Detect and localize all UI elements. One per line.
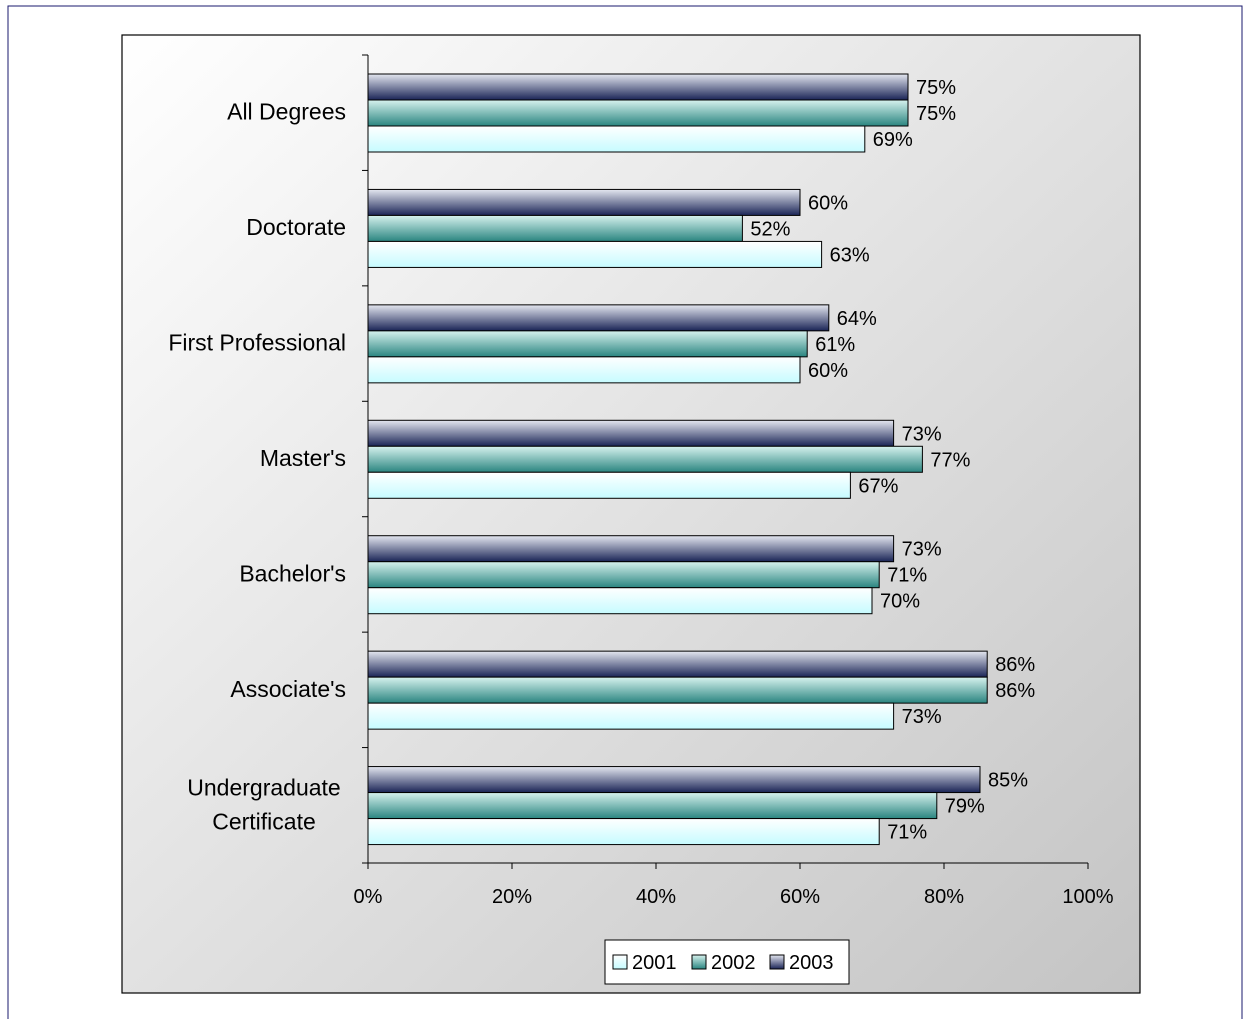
legend-swatch-2002 bbox=[691, 954, 707, 970]
data-label: 86% bbox=[995, 680, 1035, 702]
data-label: 69% bbox=[873, 129, 913, 151]
data-label: 86% bbox=[995, 654, 1035, 676]
data-label: 85% bbox=[988, 770, 1028, 792]
legend-box bbox=[604, 939, 850, 985]
data-label: 77% bbox=[930, 449, 970, 471]
bar-2001 bbox=[367, 471, 851, 499]
x-tick-label: 40% bbox=[636, 886, 676, 908]
category-label: Bachelor's bbox=[239, 560, 346, 586]
bar-2002 bbox=[367, 99, 909, 127]
x-tick-label: 60% bbox=[780, 886, 820, 908]
category-label: Master's bbox=[260, 445, 346, 471]
data-label: 60% bbox=[808, 360, 848, 382]
bar-2002 bbox=[367, 330, 808, 358]
data-label: 73% bbox=[902, 423, 942, 445]
bar-2001 bbox=[367, 702, 895, 730]
data-label: 64% bbox=[837, 308, 877, 330]
data-label: 52% bbox=[750, 218, 790, 240]
category-label: First Professional bbox=[168, 330, 346, 356]
category-label: Certificate bbox=[212, 808, 316, 834]
x-tick-label: 80% bbox=[924, 886, 964, 908]
x-tick-label: 0% bbox=[354, 886, 383, 908]
bar-2002 bbox=[367, 445, 923, 473]
category-label: Undergraduate bbox=[187, 774, 340, 800]
data-label: 75% bbox=[916, 103, 956, 125]
category-label: Doctorate bbox=[246, 214, 346, 240]
bar-2001 bbox=[367, 587, 873, 615]
data-label: 73% bbox=[902, 706, 942, 728]
data-label: 73% bbox=[902, 539, 942, 561]
category-label: All Degrees bbox=[227, 99, 346, 125]
data-label: 75% bbox=[916, 77, 956, 99]
bar-2003 bbox=[367, 304, 830, 332]
legend-label: 2001 bbox=[632, 952, 677, 974]
chart-area bbox=[121, 34, 1141, 994]
x-tick-label: 100% bbox=[1062, 886, 1113, 908]
data-label: 70% bbox=[880, 591, 920, 613]
legend-swatch-2003 bbox=[769, 954, 785, 970]
data-label: 61% bbox=[815, 334, 855, 356]
bar-2002 bbox=[367, 792, 938, 820]
bar-2003 bbox=[367, 535, 895, 563]
data-label: 67% bbox=[858, 475, 898, 497]
bar-2001 bbox=[367, 240, 823, 268]
legend-label: 2002 bbox=[711, 952, 756, 974]
bar-2001 bbox=[367, 818, 880, 846]
bar-2001 bbox=[367, 125, 866, 153]
bar-2002 bbox=[367, 676, 988, 704]
data-label: 63% bbox=[830, 244, 870, 266]
bar-2001 bbox=[367, 356, 801, 384]
bar-2002 bbox=[367, 561, 880, 589]
bar-2002 bbox=[367, 214, 743, 242]
bar-2003 bbox=[367, 188, 801, 216]
data-label: 79% bbox=[945, 796, 985, 818]
category-label: Associate's bbox=[230, 676, 346, 702]
data-label: 71% bbox=[887, 822, 927, 844]
data-label: 71% bbox=[887, 565, 927, 587]
x-tick-label: 20% bbox=[492, 886, 532, 908]
bar-2003 bbox=[367, 73, 909, 101]
bar-2003 bbox=[367, 650, 988, 678]
bar-2003 bbox=[367, 419, 895, 447]
slide-border bbox=[7, 5, 1243, 1019]
data-label: 60% bbox=[808, 192, 848, 214]
legend-swatch-2001 bbox=[612, 954, 628, 970]
bar-2003 bbox=[367, 766, 981, 794]
legend-label: 2003 bbox=[789, 952, 834, 974]
